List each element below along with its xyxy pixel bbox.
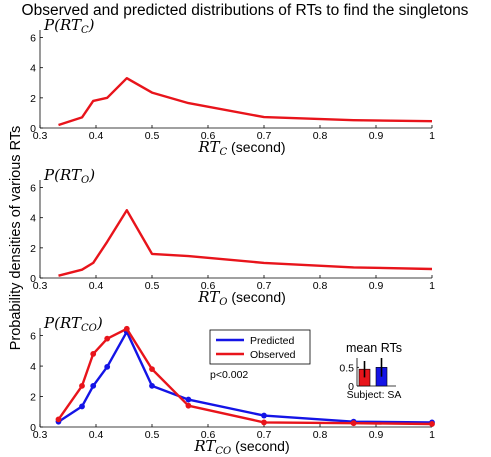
y-tick-label: 6 (30, 183, 36, 195)
p-value-annotation: p<0.002 (210, 369, 248, 381)
data-point-observed (90, 350, 97, 357)
y-tick-label: 2 (30, 243, 36, 255)
series-line-0 (58, 208, 433, 277)
x-tick-label: 0.7 (257, 429, 272, 441)
x-tick-label: 0.3 (33, 130, 48, 142)
panel-annotation: P(RTO) (43, 166, 95, 186)
xlabel-sub: CO (215, 446, 231, 457)
x-tick-label: 0.7 (257, 280, 272, 292)
y-tick-label: 0 (30, 422, 36, 434)
data-point-predicted (185, 396, 192, 403)
legend-label: Predicted (250, 335, 295, 347)
x-tick-label: 0.6 (201, 280, 216, 292)
x-tick-label: 0.3 (33, 429, 48, 441)
x-axis-label: RTC (second) (197, 138, 285, 158)
data-point-predicted (104, 363, 111, 370)
annotation-main: P(RT (43, 314, 82, 332)
x-tick-label: 0.8 (313, 429, 328, 441)
annotation-sub: CO (81, 323, 97, 334)
x-tick-label: 1 (429, 280, 435, 292)
x-tick-label: 0.9 (369, 130, 384, 142)
data-point-observed (149, 366, 155, 373)
annotation-close: ) (88, 16, 95, 34)
y-tick-label: 2 (30, 93, 36, 105)
y-tick-label: 4 (30, 361, 36, 373)
x-tick-label: 0.4 (89, 429, 104, 441)
figure-title: Observed and predicted distributions of … (22, 2, 469, 19)
xlabel-sub: O (219, 297, 227, 308)
annotation-sub: O (81, 175, 89, 186)
annotation-close: ) (96, 314, 103, 332)
x-tick-label: 0.5 (145, 280, 160, 292)
y-tick-label: 0 (30, 123, 36, 135)
data-point-observed (55, 416, 62, 423)
x-tick-label: 0.6 (201, 429, 216, 441)
panel-annotation: P(RTC) (43, 16, 95, 36)
series-line-0 (58, 76, 433, 127)
y-tick-label: 2 (30, 392, 36, 404)
xlabel-unit: (second) (227, 139, 285, 155)
data-point-observed (429, 421, 435, 427)
panel-annotation: P(RTCO) (43, 314, 103, 334)
xlabel-main: RT (197, 138, 220, 156)
inset-y-tick-label: 0.5 (339, 362, 354, 374)
x-tick-label: 0.9 (369, 429, 384, 441)
xlabel-unit: (second) (231, 438, 289, 454)
data-point-predicted (90, 382, 97, 389)
data-point-observed (261, 419, 267, 426)
x-tick-label: 0.8 (313, 130, 328, 142)
data-point-observed (104, 335, 111, 342)
xlabel-main: RT (193, 437, 216, 455)
data-point-observed (185, 402, 192, 409)
x-tick-label: 0.5 (145, 429, 160, 441)
x-tick-label: 0.6 (201, 130, 216, 142)
x-tick-label: 1 (429, 429, 435, 441)
inset-y-tick-label: 0 (348, 381, 354, 393)
y-tick-label: 4 (30, 63, 36, 75)
data-point-observed (79, 382, 85, 389)
x-tick-label: 0.4 (89, 280, 104, 292)
data-point-predicted (149, 382, 155, 389)
y-tick-label: 0 (30, 273, 36, 285)
y-tick-label: 4 (30, 213, 36, 225)
x-tick-label: 0.7 (257, 130, 272, 142)
y-tick-label: 6 (30, 33, 36, 45)
xlabel-unit: (second) (227, 289, 285, 305)
x-tick-label: 0.5 (145, 130, 160, 142)
annotation-main: P(RT (43, 166, 82, 184)
data-point-predicted (261, 412, 267, 419)
x-tick-label: 1 (429, 130, 435, 142)
x-axis-label: RTCO (second) (193, 437, 289, 457)
annotation-main: P(RT (43, 16, 82, 34)
legend-label: Observed (250, 349, 296, 361)
legend: Predicted Observed (209, 329, 311, 365)
x-tick-label: 0.9 (369, 280, 384, 292)
x-tick-label: 0.4 (89, 130, 104, 142)
x-tick-label: 0.8 (313, 280, 328, 292)
y-tick-label: 6 (30, 331, 36, 343)
data-point-observed (350, 420, 357, 427)
x-tick-label: 0.3 (33, 280, 48, 292)
annotation-sub: C (81, 25, 89, 36)
inset-title: mean RTs (346, 341, 402, 355)
data-point-predicted (79, 403, 85, 410)
legend-box (209, 329, 311, 365)
xlabel-sub: C (220, 147, 228, 158)
x-axis-label: RTO (second) (197, 288, 286, 308)
data-point-observed (123, 325, 130, 332)
figure-ylabel: Probability densities of various RTs (8, 126, 24, 351)
inset-bar-chart: mean RTs 0 0.5 Subject: SA (339, 341, 402, 401)
xlabel-main: RT (197, 288, 220, 306)
inset-subject-label: Subject: SA (347, 389, 402, 401)
annotation-close: ) (88, 166, 95, 184)
series-line-predicted (57, 330, 433, 424)
series-line-observed (57, 327, 433, 426)
